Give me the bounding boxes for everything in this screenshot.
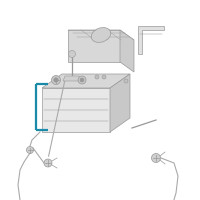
Circle shape — [80, 78, 84, 82]
Circle shape — [26, 146, 34, 154]
Polygon shape — [63, 76, 81, 81]
Polygon shape — [42, 74, 130, 88]
Circle shape — [102, 75, 106, 79]
Circle shape — [52, 75, 60, 84]
Polygon shape — [42, 88, 110, 132]
Polygon shape — [138, 26, 164, 54]
Polygon shape — [120, 30, 134, 72]
Ellipse shape — [91, 28, 111, 42]
Circle shape — [95, 75, 99, 79]
Circle shape — [68, 50, 76, 58]
Polygon shape — [110, 74, 130, 132]
Circle shape — [124, 79, 128, 83]
Circle shape — [78, 76, 86, 84]
Polygon shape — [68, 30, 134, 40]
Circle shape — [152, 154, 160, 162]
Circle shape — [44, 159, 52, 167]
Polygon shape — [68, 30, 120, 62]
Circle shape — [54, 78, 58, 82]
